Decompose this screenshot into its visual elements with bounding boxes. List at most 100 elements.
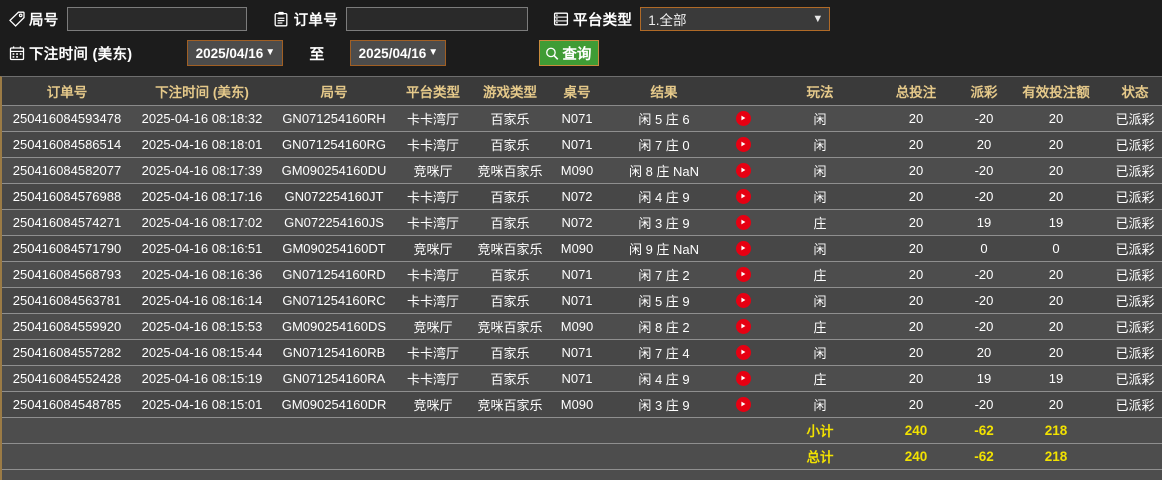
field-round-no: 局号: [8, 9, 59, 30]
cell-bet-type: 庄: [762, 365, 878, 392]
cell-game-type: 竞咪百家乐: [470, 157, 550, 184]
platform-type-select[interactable]: 1.全部 ▼: [640, 7, 831, 31]
play-icon[interactable]: [735, 136, 751, 152]
cell-bet-type: 闲: [762, 339, 878, 366]
col-header-bet-time[interactable]: 下注时间 (美东): [132, 77, 272, 106]
cell-round-no: GM090254160DS: [272, 313, 396, 340]
table-row[interactable]: 250416084548785 2025-04-16 08:15:01 GM0902…: [2, 391, 1162, 418]
cell-game-type: 竞咪百家乐: [470, 391, 550, 418]
play-icon[interactable]: [735, 240, 751, 256]
col-header-game-type[interactable]: 游戏类型: [470, 77, 550, 106]
cell-replay[interactable]: [724, 261, 762, 288]
play-icon[interactable]: [735, 188, 751, 204]
cell-status: 已派彩: [1098, 287, 1162, 314]
cell-table-no: M090: [550, 157, 604, 184]
cell-replay[interactable]: [724, 339, 762, 366]
cell-game-type: 百家乐: [470, 131, 550, 158]
cell-total-bet: 20: [878, 339, 954, 366]
col-header-order-no[interactable]: 订单号: [2, 77, 132, 106]
cell-round-no: GN072254160JS: [272, 209, 396, 236]
play-icon[interactable]: [735, 214, 751, 230]
play-icon[interactable]: [735, 370, 751, 386]
cell-replay[interactable]: [724, 313, 762, 340]
cell-total-bet: 20: [878, 209, 954, 236]
cell-round-no: GN071254160RH: [272, 105, 396, 132]
cell-replay[interactable]: [724, 157, 762, 184]
table-row[interactable]: 250416084568793 2025-04-16 08:16:36 GN0712…: [2, 261, 1162, 288]
date-to-picker[interactable]: 2025/04/16 ▼: [350, 40, 447, 66]
cell-bet-time: 2025-04-16 08:16:36: [132, 261, 272, 288]
summary-row: 小计 240 -62 218: [2, 417, 1162, 444]
col-header-platform[interactable]: 平台类型: [396, 77, 470, 106]
table-row[interactable]: 250416084563781 2025-04-16 08:16:14 GN0712…: [2, 287, 1162, 314]
cell-replay[interactable]: [724, 365, 762, 392]
search-button[interactable]: 查询: [539, 40, 600, 66]
summary-pad: [2, 443, 762, 470]
col-header-valid-bet[interactable]: 有效投注额: [1014, 77, 1098, 106]
col-header-total-bet[interactable]: 总投注: [878, 77, 954, 106]
summary-label: 总计: [762, 443, 878, 470]
cell-payout: 19: [954, 209, 1014, 236]
table-row[interactable]: 250416084559920 2025-04-16 08:15:53 GM0902…: [2, 313, 1162, 340]
cell-table-no: M090: [550, 391, 604, 418]
play-icon[interactable]: [735, 318, 751, 334]
table-row[interactable]: 250416084552428 2025-04-16 08:15:19 GN0712…: [2, 365, 1162, 392]
col-header-result[interactable]: 结果: [604, 77, 724, 106]
cell-platform: 卡卡湾厅: [396, 287, 470, 314]
play-icon[interactable]: [735, 266, 751, 282]
col-header-bet-type[interactable]: 玩法: [762, 77, 878, 106]
cell-bet-type: 庄: [762, 313, 878, 340]
cell-round-no: GM090254160DR: [272, 391, 396, 418]
table-header-row: 订单号 下注时间 (美东) 局号 平台类型 游戏类型 桌号 结果 玩法 总投注 …: [2, 77, 1162, 106]
order-no-input[interactable]: [346, 7, 529, 31]
field-order-no: 订单号: [273, 9, 338, 30]
cell-table-no: N071: [550, 287, 604, 314]
cell-game-type: 百家乐: [470, 183, 550, 210]
play-icon[interactable]: [735, 292, 751, 308]
cell-table-no: N071: [550, 365, 604, 392]
cell-payout: -20: [954, 157, 1014, 184]
cell-replay[interactable]: [724, 131, 762, 158]
table-row[interactable]: 250416084574271 2025-04-16 08:17:02 GN0722…: [2, 209, 1162, 236]
order-no-label: 订单号: [293, 12, 339, 29]
col-header-table-no[interactable]: 桌号: [550, 77, 604, 106]
play-icon[interactable]: [735, 344, 751, 360]
table-row[interactable]: 250416084582077 2025-04-16 08:17:39 GM0902…: [2, 157, 1162, 184]
cell-round-no: GM090254160DT: [272, 235, 396, 262]
table-row[interactable]: 250416084571790 2025-04-16 08:16:51 GM0902…: [2, 235, 1162, 262]
table-row[interactable]: 250416084576988 2025-04-16 08:17:16 GN0722…: [2, 183, 1162, 210]
cell-valid-bet: 20: [1014, 105, 1098, 132]
col-header-status[interactable]: 状态: [1098, 77, 1162, 106]
cell-order-no: 250416084548785: [2, 391, 132, 418]
cell-bet-type: 闲: [762, 235, 878, 262]
table-row[interactable]: 250416084557282 2025-04-16 08:15:44 GN0712…: [2, 339, 1162, 366]
cell-table-no: M090: [550, 235, 604, 262]
col-header-payout[interactable]: 派彩: [954, 77, 1014, 106]
round-no-input[interactable]: [66, 7, 247, 31]
play-icon[interactable]: [735, 162, 751, 178]
play-icon[interactable]: [735, 110, 751, 126]
cell-table-no: N072: [550, 209, 604, 236]
cell-payout: 19: [954, 365, 1014, 392]
table-row[interactable]: 250416084593478 2025-04-16 08:18:32 GN0712…: [2, 105, 1162, 132]
cell-valid-bet: 20: [1014, 339, 1098, 366]
cell-replay[interactable]: [724, 183, 762, 210]
cell-replay[interactable]: [724, 287, 762, 314]
cell-platform: 卡卡湾厅: [396, 105, 470, 132]
table-row[interactable]: 250416084586514 2025-04-16 08:18:01 GN0712…: [2, 131, 1162, 158]
bet-records-table-container[interactable]: 订单号 下注时间 (美东) 局号 平台类型 游戏类型 桌号 结果 玩法 总投注 …: [0, 76, 1162, 480]
magnifier-icon: [545, 46, 559, 60]
play-icon[interactable]: [735, 396, 751, 412]
cell-replay[interactable]: [724, 391, 762, 418]
cell-replay[interactable]: [724, 235, 762, 262]
summary-payout: -62: [954, 443, 1014, 470]
cell-status: 已派彩: [1098, 157, 1162, 184]
cell-replay[interactable]: [724, 209, 762, 236]
col-header-round-no[interactable]: 局号: [272, 77, 396, 106]
date-from-picker[interactable]: 2025/04/16 ▼: [187, 40, 284, 66]
cell-replay[interactable]: [724, 105, 762, 132]
cell-payout: -20: [954, 391, 1014, 418]
cell-table-no: N071: [550, 339, 604, 366]
cell-status: 已派彩: [1098, 391, 1162, 418]
cell-order-no: 250416084593478: [2, 105, 132, 132]
